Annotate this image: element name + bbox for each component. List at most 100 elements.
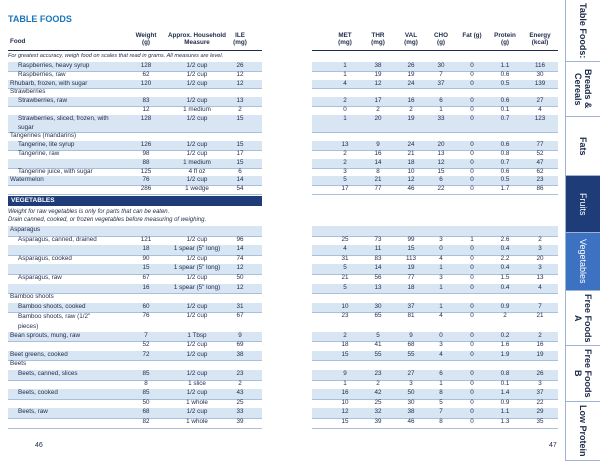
nutrient-value: 0	[343, 106, 347, 113]
nutrient-value: 2	[343, 97, 347, 105]
tab[interactable]: Low Protein	[565, 402, 600, 461]
nutrient-value: 0	[470, 150, 474, 157]
row-rule	[8, 274, 262, 275]
nutrient-value: 0	[470, 389, 474, 397]
nutrient-value: 0	[470, 106, 474, 113]
food-name: Asparagus, cooked	[18, 254, 72, 262]
nutrient-value: 0	[470, 79, 474, 87]
tab[interactable]: Free Foods A	[565, 291, 600, 346]
nutrient-value: 27	[407, 370, 415, 377]
row-rule	[8, 106, 262, 107]
row-shade	[8, 62, 262, 71]
food-name: Watermelon	[10, 176, 44, 184]
weight: 67	[142, 274, 150, 281]
column-header: MET (mg)	[338, 32, 352, 47]
row-shade	[8, 302, 262, 313]
nutrient-value: 2	[538, 331, 542, 339]
row-shade	[8, 158, 262, 168]
nutrient-value: 5	[439, 398, 443, 406]
nutrient-value: 4	[538, 106, 542, 113]
nutrient-value: 139	[534, 79, 546, 87]
nutrient-value: 15	[437, 167, 445, 175]
weight: 121	[140, 235, 152, 243]
tab[interactable]: Breads & Cereals	[565, 62, 600, 117]
row-rule	[312, 379, 558, 381]
nutrient-value: 17	[341, 185, 349, 193]
rule	[8, 50, 262, 51]
row-shade	[312, 264, 558, 274]
nutrient-value: 30	[536, 70, 544, 78]
nutrient-value: 19	[407, 70, 415, 78]
nutrient-value: 0	[470, 176, 474, 184]
nutrient-value: 24	[407, 79, 415, 87]
nutrient-value: 20	[437, 141, 445, 149]
measure: 1/2 cup	[186, 341, 208, 349]
row-shade	[8, 408, 262, 418]
nutrient-value: 20	[536, 254, 544, 262]
nutrient-value: 1.1	[500, 62, 510, 69]
column-header: VAL (mg)	[404, 32, 418, 47]
nutrient-value: 0.5	[500, 176, 510, 184]
nutrient-value: 22	[437, 185, 445, 193]
row-shade	[8, 245, 262, 255]
weight: 128	[140, 62, 152, 69]
measure: 1/2 cup	[186, 114, 208, 122]
tab[interactable]: Fruits	[565, 176, 600, 233]
ile: 12	[236, 79, 244, 87]
nutrient-value: 2	[376, 379, 380, 387]
ile: 12	[236, 264, 244, 272]
tab[interactable]: Vegetables	[565, 233, 600, 291]
row-rule	[8, 379, 262, 381]
row-rule	[312, 398, 558, 400]
weight: 68	[142, 408, 150, 416]
nutrient-value: 8	[376, 167, 380, 175]
nutrient-value: 0	[470, 331, 474, 339]
ile: 39	[236, 418, 244, 425]
weight: 72	[142, 350, 150, 358]
row-rule	[312, 88, 558, 90]
weight: 85	[142, 389, 150, 397]
nutrient-value: 65	[374, 312, 382, 320]
nutrient-value: 46	[407, 418, 415, 425]
nutrient-value: 4	[343, 79, 347, 87]
tab[interactable]: Fats	[565, 117, 600, 176]
nutrient-value: 68	[407, 341, 415, 349]
nutrient-value: 12	[374, 79, 382, 87]
nutrient-value: 37	[407, 302, 415, 310]
measure: 1/2 cup	[186, 176, 208, 184]
weight: 52	[142, 341, 150, 349]
ile: 74	[236, 254, 244, 262]
nutrient-value: 10	[341, 398, 349, 406]
nutrient-value: 0	[470, 418, 474, 425]
row-rule	[8, 398, 262, 400]
nutrient-value: 9	[376, 141, 380, 149]
nutrient-value: 3	[409, 379, 413, 387]
tab[interactable]: Free Foods B	[565, 346, 600, 402]
section-bar	[8, 196, 262, 206]
row-rule	[8, 254, 262, 256]
nutrient-value: 5	[343, 176, 347, 184]
food-name: Tangerine juice, with sugar	[18, 167, 93, 175]
nutrient-value: 35	[536, 418, 544, 425]
measure: 1/2 cup	[186, 302, 208, 310]
nutrient-value: 0.1	[500, 106, 510, 113]
nutrient-value: 30	[437, 62, 445, 69]
nutrient-value: 39	[374, 418, 382, 425]
row-shade	[312, 370, 558, 380]
row-rule	[312, 132, 558, 134]
nutrient-value: 23	[536, 176, 544, 184]
row-rule	[8, 132, 262, 134]
group-label: Strawberries	[10, 88, 46, 96]
measure: 1 medium	[183, 158, 211, 166]
row-rule	[312, 360, 558, 362]
nutrient-value: 3	[343, 167, 347, 175]
row-rule	[312, 312, 558, 314]
nutrient-value: 77	[407, 274, 415, 281]
nutrient-value: 2	[343, 331, 347, 339]
nutrient-value: 0.6	[500, 167, 510, 175]
group-label: Tangerines (mandarins)	[10, 132, 77, 140]
nutrient-value: 1	[343, 70, 347, 78]
nutrient-value: 19	[407, 264, 415, 272]
nutrient-value: 3	[439, 341, 443, 349]
row-shade	[312, 408, 558, 418]
